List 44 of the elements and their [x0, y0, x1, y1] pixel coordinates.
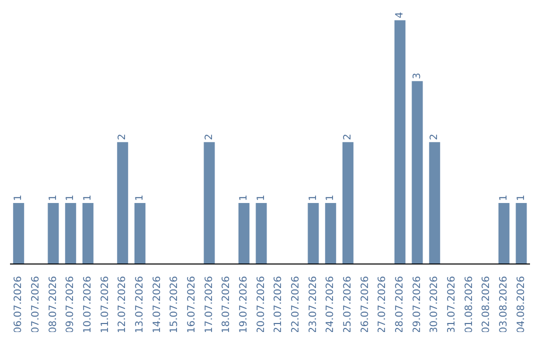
data-label: 2 — [117, 134, 128, 140]
data-label: 1 — [82, 194, 94, 202]
data-label: 1 — [13, 194, 24, 202]
bar — [204, 142, 215, 264]
bar — [308, 203, 319, 264]
data-label: 1 — [256, 194, 267, 202]
data-label: 2 — [204, 134, 215, 140]
bar — [516, 203, 527, 264]
data-label: 1 — [308, 194, 319, 202]
bar — [65, 203, 76, 264]
data-label: 2 — [429, 134, 440, 140]
x-tick-label: 19.07.2026 — [238, 276, 250, 334]
data-label: 4 — [394, 12, 406, 18]
bar — [429, 142, 440, 264]
bar — [498, 203, 510, 264]
bar — [117, 142, 128, 264]
bar — [238, 203, 250, 264]
bar — [256, 203, 267, 264]
bar — [82, 203, 94, 264]
bar — [342, 142, 354, 264]
x-tick-label: 16.07.2026 — [186, 276, 198, 334]
x-tick-label: 12.07.2026 — [117, 276, 128, 334]
data-label: 1 — [134, 194, 146, 202]
x-tick-label: 10.07.2026 — [82, 276, 94, 334]
data-label: 2 — [342, 134, 354, 140]
bar — [412, 81, 423, 264]
data-label: 1 — [48, 194, 59, 202]
data-label: 1 — [498, 194, 510, 202]
x-tick-label: 17.07.2026 — [204, 276, 215, 334]
x-tick-label: 11.07.2026 — [100, 276, 111, 334]
data-label: 1 — [65, 194, 76, 202]
x-tick-label: 15.07.2026 — [169, 276, 180, 334]
data-label: 1 — [516, 194, 527, 202]
bar — [13, 203, 24, 264]
bar — [394, 20, 406, 264]
data-label: 1 — [325, 194, 336, 202]
data-label: 1 — [238, 194, 250, 202]
x-tick-label: 13.07.2026 — [134, 276, 146, 334]
x-tick-label: 18.07.2026 — [221, 276, 232, 334]
data-label: 3 — [412, 72, 423, 80]
x-tick-label: 14.07.2026 — [152, 276, 163, 334]
bar — [48, 203, 59, 264]
bar — [325, 203, 336, 264]
bar — [134, 203, 146, 264]
